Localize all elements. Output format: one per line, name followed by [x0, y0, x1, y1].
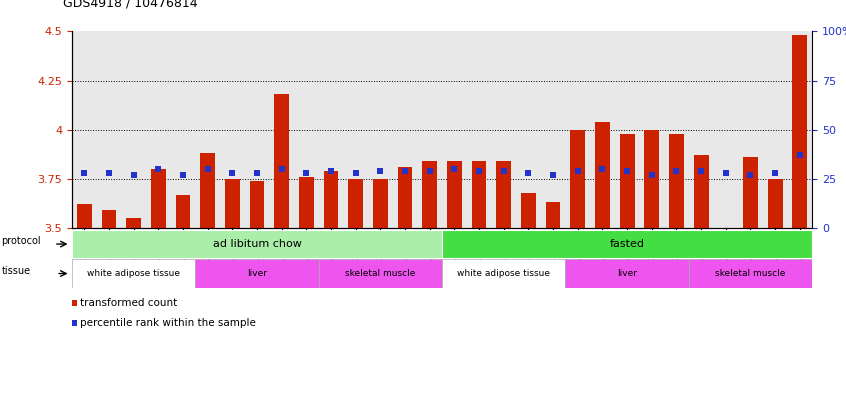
- Bar: [570, 130, 585, 228]
- Bar: [319, 259, 442, 288]
- Text: liver: liver: [247, 269, 267, 278]
- Bar: [77, 204, 91, 228]
- Text: percentile rank within the sample: percentile rank within the sample: [80, 318, 256, 328]
- Bar: [447, 161, 462, 228]
- Bar: [323, 171, 338, 228]
- Bar: [595, 122, 610, 228]
- Text: GDS4918 / 10476814: GDS4918 / 10476814: [63, 0, 198, 10]
- Bar: [398, 167, 413, 228]
- Text: white adipose tissue: white adipose tissue: [87, 269, 180, 278]
- Text: skeletal muscle: skeletal muscle: [715, 269, 786, 278]
- Bar: [497, 161, 511, 228]
- Bar: [645, 130, 659, 228]
- Bar: [743, 157, 758, 228]
- Bar: [225, 179, 239, 228]
- Bar: [442, 230, 812, 258]
- Bar: [72, 230, 442, 258]
- Bar: [422, 161, 437, 228]
- Bar: [299, 177, 314, 228]
- Bar: [102, 210, 116, 228]
- Text: tissue: tissue: [2, 266, 30, 276]
- Bar: [521, 193, 536, 228]
- Text: skeletal muscle: skeletal muscle: [345, 269, 415, 278]
- Bar: [565, 259, 689, 288]
- Bar: [689, 259, 812, 288]
- Bar: [546, 202, 560, 228]
- Bar: [718, 228, 733, 236]
- Bar: [669, 134, 684, 228]
- Bar: [442, 259, 565, 288]
- Text: white adipose tissue: white adipose tissue: [457, 269, 550, 278]
- Bar: [373, 179, 387, 228]
- Text: transformed count: transformed count: [80, 298, 178, 309]
- Bar: [274, 94, 289, 228]
- Bar: [619, 134, 634, 228]
- Bar: [250, 181, 264, 228]
- Bar: [175, 195, 190, 228]
- Text: protocol: protocol: [2, 236, 41, 246]
- Text: ad libitum chow: ad libitum chow: [212, 239, 301, 249]
- Bar: [793, 35, 807, 228]
- Bar: [195, 259, 319, 288]
- Bar: [349, 179, 363, 228]
- Bar: [126, 218, 141, 228]
- Bar: [471, 161, 486, 228]
- Bar: [768, 179, 783, 228]
- Bar: [151, 169, 166, 228]
- Bar: [72, 259, 195, 288]
- Text: liver: liver: [617, 269, 637, 278]
- Bar: [201, 153, 215, 228]
- Text: fasted: fasted: [610, 239, 645, 249]
- Bar: [694, 155, 708, 228]
